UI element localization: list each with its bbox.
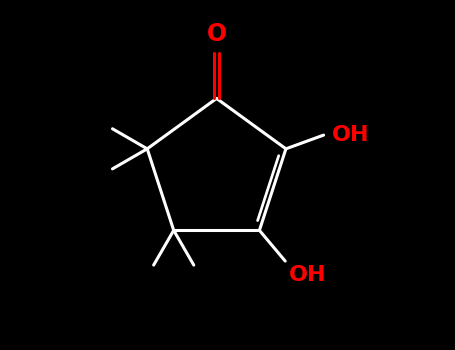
- Text: O: O: [207, 22, 227, 46]
- Text: OH: OH: [332, 125, 370, 145]
- Text: OH: OH: [289, 265, 326, 285]
